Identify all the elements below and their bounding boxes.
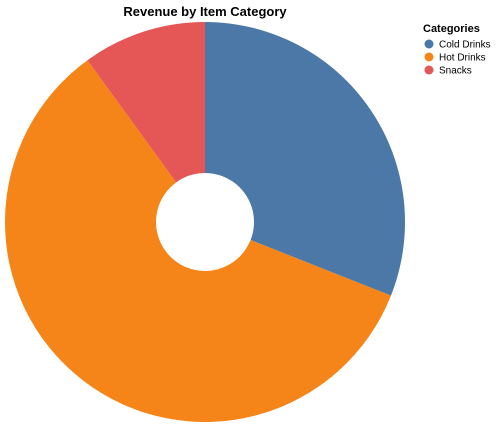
chart-title: Revenue by Item Category xyxy=(123,4,287,19)
legend-item-snacks: Snacks xyxy=(424,65,472,77)
slice-snacks xyxy=(87,22,205,183)
slice-cold-drinks xyxy=(205,22,406,296)
legend-title: Categories xyxy=(423,23,480,35)
legend-label-snacks: Snacks xyxy=(439,66,472,77)
legend-item-cold-drinks: Cold Drinks xyxy=(424,39,491,51)
legend-swatch-cold-drinks xyxy=(424,39,434,49)
legend-items: Cold Drinks Hot Drinks Snacks xyxy=(424,39,491,77)
legend: Categories Cold Drinks Hot Drinks Snacks xyxy=(423,23,491,77)
legend-label-hot-drinks: Hot Drinks xyxy=(439,53,486,64)
legend-swatch-snacks xyxy=(424,65,434,75)
slice-hot-drinks xyxy=(5,60,391,422)
legend-item-hot-drinks: Hot Drinks xyxy=(424,52,486,64)
legend-label-cold-drinks: Cold Drinks xyxy=(439,40,491,51)
slices-group xyxy=(5,22,406,422)
legend-swatch-hot-drinks xyxy=(424,52,434,62)
